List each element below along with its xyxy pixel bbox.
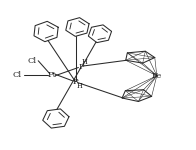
Text: P: P <box>73 78 78 86</box>
Text: Cl: Cl <box>12 71 21 79</box>
Text: H: H <box>82 58 88 66</box>
Text: Cl: Cl <box>28 57 37 65</box>
Text: P: P <box>79 63 84 71</box>
Text: Pt: Pt <box>47 71 56 79</box>
Text: Fe: Fe <box>152 72 162 80</box>
Text: H: H <box>76 82 82 90</box>
